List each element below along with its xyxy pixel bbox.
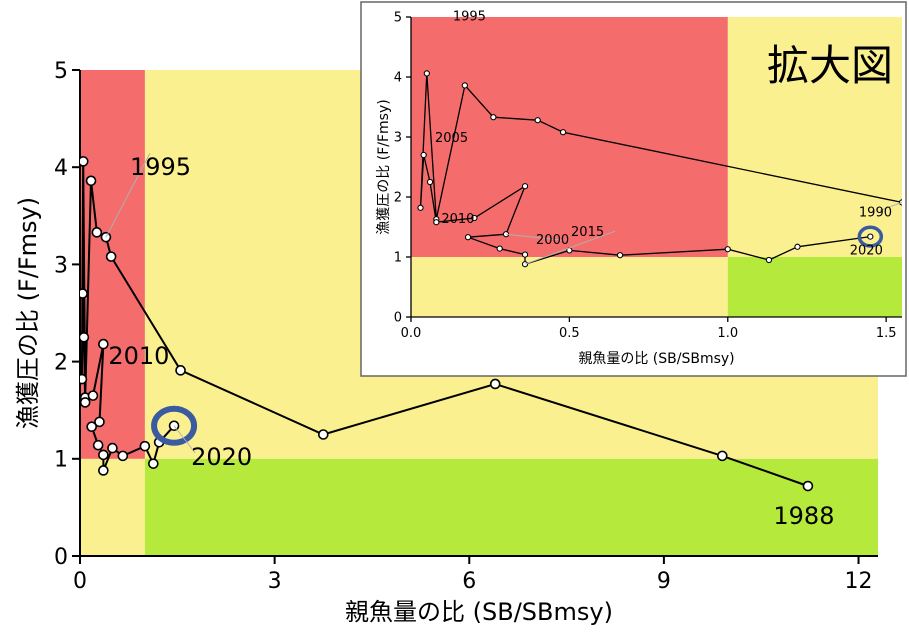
- data-point: [521, 183, 529, 190]
- data-point: [86, 421, 97, 433]
- x-tick-label: 1.5: [876, 326, 897, 341]
- latest-year-ring: [857, 225, 884, 248]
- data-point: [616, 252, 624, 259]
- y-tick-label: 0: [394, 311, 402, 326]
- data-layer: [80, 156, 814, 492]
- data-point: [461, 82, 468, 89]
- data-layer: [417, 70, 902, 268]
- x-axis-title: 親魚量の比 (SB/SBmsy): [578, 351, 734, 367]
- x-tick-label: 0.5: [559, 326, 580, 341]
- y-tick-label: 4: [394, 71, 402, 86]
- data-point: [139, 440, 151, 452]
- data-point: [420, 151, 427, 159]
- data-point: [91, 227, 103, 238]
- data-point: [94, 416, 105, 428]
- year-label: 2010: [441, 212, 474, 227]
- year-label: 1995: [130, 153, 191, 181]
- zone-yellow-upper: [727, 17, 902, 257]
- x-tick-label: 0: [73, 569, 87, 594]
- data-point: [496, 245, 503, 252]
- data-point: [80, 288, 88, 299]
- latest-year-ring: [151, 405, 198, 446]
- data-point: [716, 450, 728, 462]
- leader-line: [105, 152, 151, 238]
- x-axis-title: 親魚量の比 (SB/SBmsy): [345, 598, 613, 626]
- year-label: 1988: [773, 502, 834, 530]
- x-tick-label: 3: [268, 569, 282, 594]
- data-point: [490, 114, 497, 121]
- data-point: [471, 214, 478, 222]
- y-tick-label: 1: [394, 251, 402, 266]
- trajectory-line: [419, 73, 902, 266]
- data-point: [534, 117, 541, 124]
- year-label: 1995: [453, 9, 486, 24]
- data-point: [765, 256, 773, 264]
- data-point: [802, 480, 814, 492]
- data-point: [794, 243, 801, 250]
- trajectory-line: [80, 161, 809, 487]
- y-axis-title: 漁獲圧の比 (F/Fmsy): [14, 197, 42, 429]
- year-label: 2000: [536, 233, 569, 248]
- data-point: [521, 251, 529, 258]
- data-point: [98, 449, 109, 461]
- year-label: 2005: [435, 131, 468, 146]
- x-tick-label: 6: [462, 569, 476, 594]
- zone-red: [411, 17, 728, 257]
- y-tick-label: 3: [54, 253, 68, 278]
- year-label: 1990: [859, 205, 892, 220]
- data-point: [87, 390, 99, 401]
- y-tick-label: 2: [394, 191, 402, 206]
- zone-yellow-lower: [80, 458, 145, 556]
- data-point: [464, 234, 472, 241]
- inset-chart: 0 1 2 3 4 5 0.0 0.5 1.0 1.5 親魚量の比 (SB/SBmsy) 漁獲圧の比 …: [376, 9, 903, 367]
- data-point: [98, 338, 109, 350]
- x-tick-label: 12: [845, 569, 873, 594]
- data-point: [175, 365, 186, 376]
- y-tick-label: 3: [394, 131, 402, 146]
- year-label: 2020: [191, 443, 252, 471]
- inset-title: 拡大図: [767, 41, 893, 90]
- data-point: [559, 129, 567, 136]
- leader-line: [879, 201, 903, 211]
- data-point: [426, 178, 434, 186]
- y-tick-label: 1: [54, 448, 68, 473]
- data-point: [107, 442, 118, 454]
- data-point: [92, 439, 104, 451]
- y-axis-title: 漁獲圧の比 (F/Fmsy): [376, 99, 392, 234]
- data-point: [417, 204, 424, 211]
- x-tick-label: 1.0: [717, 326, 738, 341]
- leader-line: [524, 230, 616, 265]
- data-point: [98, 465, 109, 476]
- data-point: [80, 373, 88, 385]
- data-point: [80, 332, 90, 343]
- data-point: [80, 397, 91, 408]
- y-tick-label: 2: [54, 351, 68, 376]
- data-point: [317, 429, 329, 440]
- data-point: [423, 70, 430, 77]
- data-point: [105, 251, 117, 262]
- year-label: 2010: [108, 342, 169, 370]
- data-point: [867, 233, 874, 240]
- y-tick-label: 4: [54, 156, 68, 181]
- y-tick-label: 5: [54, 59, 68, 84]
- data-point: [489, 378, 501, 390]
- data-point: [117, 450, 129, 462]
- data-point: [433, 219, 440, 226]
- data-point: [80, 156, 89, 167]
- leader-line: [505, 233, 563, 241]
- year-label: 2015: [571, 225, 604, 240]
- zone-green: [727, 257, 902, 317]
- x-tick-label: 0.0: [401, 326, 422, 341]
- leader-line: [173, 425, 196, 454]
- y-tick-label: 0: [54, 545, 68, 570]
- zone-yellow-lower: [411, 257, 728, 317]
- data-point: [148, 458, 159, 469]
- y-tick-label: 5: [394, 11, 402, 26]
- data-point: [85, 175, 97, 187]
- x-tick-label: 9: [657, 569, 671, 594]
- data-point: [724, 246, 731, 253]
- zone-green: [144, 458, 878, 556]
- year-label: 2020: [850, 244, 883, 259]
